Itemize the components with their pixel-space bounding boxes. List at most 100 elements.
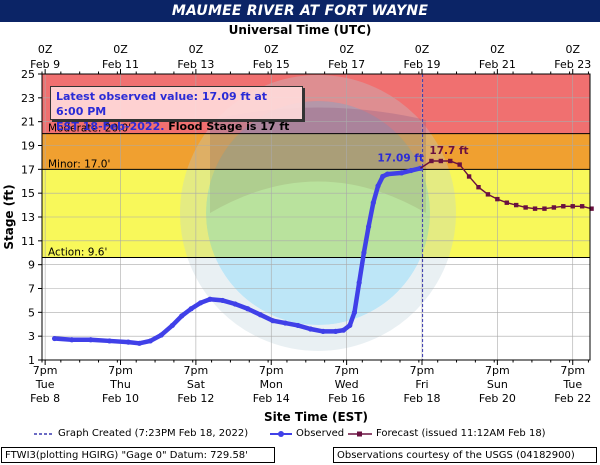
forecast-point xyxy=(457,162,462,167)
observed-point xyxy=(340,327,347,333)
threshold-label: Action: 9.6' xyxy=(48,247,107,259)
threshold-lines: Moderate: 20.0' Minor: 17.0' Action: 9.6' xyxy=(42,123,590,259)
observed-point xyxy=(179,313,185,319)
observed-point xyxy=(333,328,339,334)
observed-point xyxy=(219,297,226,304)
observed-point xyxy=(158,332,164,338)
x-tick-label: Wed xyxy=(335,378,359,391)
forecast-point xyxy=(561,204,566,209)
observed-point xyxy=(361,250,367,256)
forecast-point xyxy=(532,206,538,211)
x-tick-label: Tue xyxy=(562,378,582,391)
observed-point xyxy=(398,170,405,176)
x-top-tick-date: Feb 11 xyxy=(102,58,139,71)
observed-point xyxy=(197,300,204,306)
x-top-tick-label: 0Z xyxy=(38,43,53,56)
observed-end-label: 17.09 ft xyxy=(377,152,423,164)
observed-point xyxy=(282,320,288,326)
latest-value-line1: Latest observed value: 17.09 ft at 6:00 … xyxy=(56,90,268,118)
x-tick-label: 7pm xyxy=(560,364,585,377)
y-tick-label: 5 xyxy=(28,306,35,319)
y-tick-label: 23 xyxy=(21,92,35,105)
y-tick-label: 25 xyxy=(21,68,35,81)
observed-point xyxy=(366,223,372,230)
observed-point xyxy=(125,339,131,345)
moderate-band xyxy=(42,133,590,170)
y-tick-label: 3 xyxy=(28,330,35,343)
x-top-tick-label: 0Z xyxy=(565,43,580,56)
forecast-point xyxy=(542,206,547,211)
x-tick-label: Feb 16 xyxy=(328,392,365,405)
x-top-tick-date: Feb 15 xyxy=(253,58,290,71)
observed-point xyxy=(69,337,75,343)
observed-point xyxy=(51,335,58,342)
x-tick-label: Feb 12 xyxy=(177,392,214,405)
observed-point xyxy=(375,183,381,189)
x-tick-label: Feb 10 xyxy=(102,392,139,405)
y-tick-label: 13 xyxy=(21,211,35,224)
y-axis-label: Stage (ft) xyxy=(2,184,16,249)
x-top-tick-label: 0Z xyxy=(339,43,354,56)
datum-info: FTWI3(plotting HGIRG) "Gage 0" Datum: 72… xyxy=(1,447,275,463)
y-tick-label: 21 xyxy=(21,116,35,129)
x-top-tick-date: Feb 21 xyxy=(479,58,516,71)
legend-observed-marker xyxy=(278,431,284,437)
x-tick-label: 7pm xyxy=(108,364,133,377)
x-top-tick-label: 0Z xyxy=(490,43,505,56)
threshold-label: Moderate: 20.0' xyxy=(48,123,131,135)
forecast-peak-label: 17.7 ft xyxy=(429,145,468,157)
forecast-point xyxy=(429,158,434,164)
chart-title: MAUMEE RIVER AT FORT WAYNE xyxy=(0,0,600,22)
forecast-point xyxy=(570,204,575,209)
y-tick-label: 9 xyxy=(28,259,35,272)
legend-forecast-marker xyxy=(357,431,362,437)
observed-point xyxy=(188,306,194,312)
x-tick-label: Feb 20 xyxy=(479,392,516,405)
y-tick-label: 17 xyxy=(21,163,35,176)
forecast-point xyxy=(448,158,453,164)
observed-point xyxy=(347,322,353,329)
y-tick-label: 15 xyxy=(21,187,35,200)
observed-point xyxy=(106,338,113,344)
observed-point xyxy=(295,322,301,329)
x-tick-label: Tue xyxy=(35,378,55,391)
observed-point xyxy=(147,338,153,344)
minor-band xyxy=(42,169,590,258)
observed-point xyxy=(408,167,414,174)
x-tick-label: Feb 22 xyxy=(554,392,591,405)
x-tick-label: 7pm xyxy=(485,364,510,377)
observed-point xyxy=(380,173,386,180)
observed-point xyxy=(245,306,251,312)
x-tick-label: 7pm xyxy=(410,364,435,377)
legend-forecast: Forecast (issued 11:12AM Feb 18) xyxy=(376,428,546,439)
observed-point xyxy=(370,200,376,206)
threshold-label: Minor: 17.0' xyxy=(48,158,110,170)
observed-point xyxy=(384,171,391,177)
x-top-tick-date: Feb 17 xyxy=(328,58,365,71)
observed-point xyxy=(320,328,326,334)
forecast-point xyxy=(476,185,481,190)
x-top-tick-label: 0Z xyxy=(264,43,279,56)
observed-point xyxy=(257,312,263,318)
series-observed: 17.09 ft xyxy=(51,152,424,346)
observed-point xyxy=(232,301,238,307)
latest-value-date: EST 18-Feb-2022. xyxy=(56,120,165,133)
legend-graph-created: Graph Created (7:23PM Feb 18, 2022) xyxy=(58,428,249,439)
observed-point xyxy=(169,322,175,329)
forecast-point xyxy=(551,205,557,210)
observed-point xyxy=(136,340,142,346)
observed-point xyxy=(207,296,213,302)
legend-footer: Graph Created (7:23PM Feb 18, 2022) Obse… xyxy=(0,426,600,442)
x-axis-label: Site Time (EST) xyxy=(264,410,368,424)
x-top-tick-date: Feb 19 xyxy=(403,58,440,71)
y-tick-label: 1 xyxy=(28,354,35,367)
forecast-point xyxy=(466,174,472,179)
y-tick-label: 19 xyxy=(21,140,35,153)
x-tick-label: Fri xyxy=(415,378,428,391)
x-top-tick-label: 0Z xyxy=(415,43,430,56)
x-tick-label: 7pm xyxy=(334,364,359,377)
x-tick-label: 7pm xyxy=(184,364,209,377)
observed-point xyxy=(351,309,358,315)
noaa-logo-circle xyxy=(206,101,430,325)
